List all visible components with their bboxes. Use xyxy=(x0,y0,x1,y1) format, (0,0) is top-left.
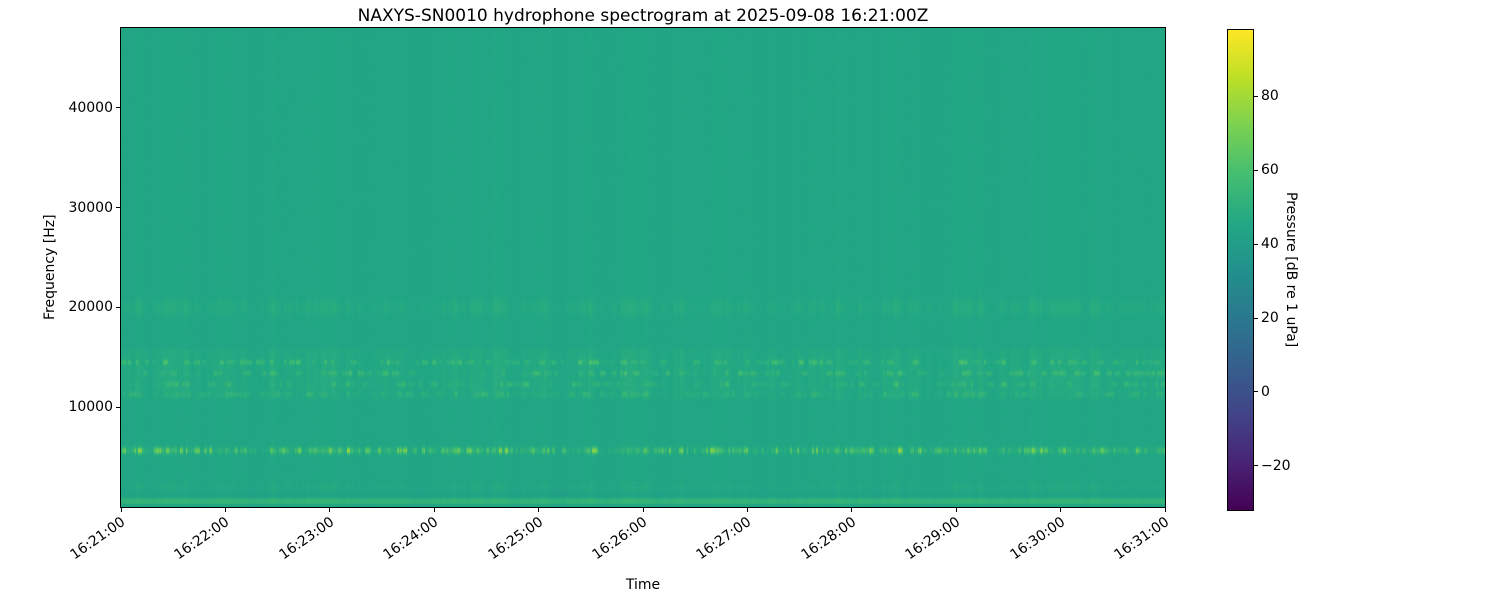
colorbar-tick-label: 20 xyxy=(1261,310,1279,326)
colorbar-tick-mark xyxy=(1254,169,1258,171)
x-tick-mark xyxy=(329,508,331,512)
colorbar-tick-mark xyxy=(1254,465,1258,467)
x-tick-mark xyxy=(433,508,435,512)
x-tick-mark xyxy=(1164,508,1166,512)
colorbar-tick-mark xyxy=(1254,391,1258,393)
y-tick-label: 10000 xyxy=(68,399,113,416)
colorbar-label: Pressure [dB re 1 uPa] xyxy=(1283,192,1299,348)
x-tick-mark xyxy=(851,508,853,512)
colorbar-gradient xyxy=(1228,30,1253,510)
y-tick-label: 30000 xyxy=(68,199,113,216)
colorbar-tick-label: −20 xyxy=(1261,457,1291,474)
y-tick-mark xyxy=(116,306,120,308)
colorbar-tick-mark xyxy=(1254,317,1258,319)
colorbar-tick-label: 40 xyxy=(1261,236,1279,253)
spectrogram-image xyxy=(121,28,1165,507)
colorbar-tick-mark xyxy=(1254,95,1258,97)
x-tick-mark xyxy=(746,508,748,512)
x-tick-mark xyxy=(642,508,644,512)
y-tick-label: 20000 xyxy=(68,299,113,316)
y-tick-mark xyxy=(116,406,120,408)
x-tick-mark xyxy=(120,508,122,512)
plot-frame xyxy=(120,27,1166,508)
colorbar xyxy=(1227,29,1254,511)
y-tick-label: 40000 xyxy=(68,99,113,116)
colorbar-tick-mark xyxy=(1254,243,1258,245)
x-tick-mark xyxy=(1060,508,1062,512)
x-tick-mark xyxy=(955,508,957,512)
y-tick-mark xyxy=(116,107,120,109)
colorbar-tick-label: 80 xyxy=(1261,88,1279,105)
y-tick-mark xyxy=(116,207,120,209)
colorbar-tick-label: 0 xyxy=(1261,383,1270,400)
chart-title: NAXYS-SN0010 hydrophone spectrogram at 2… xyxy=(357,6,929,26)
x-axis-label: Time xyxy=(625,577,661,593)
x-tick-mark xyxy=(224,508,226,512)
x-tick-label: 16:21:00 xyxy=(67,514,129,564)
x-tick-mark xyxy=(538,508,540,512)
colorbar-tick-label: 60 xyxy=(1261,162,1279,179)
